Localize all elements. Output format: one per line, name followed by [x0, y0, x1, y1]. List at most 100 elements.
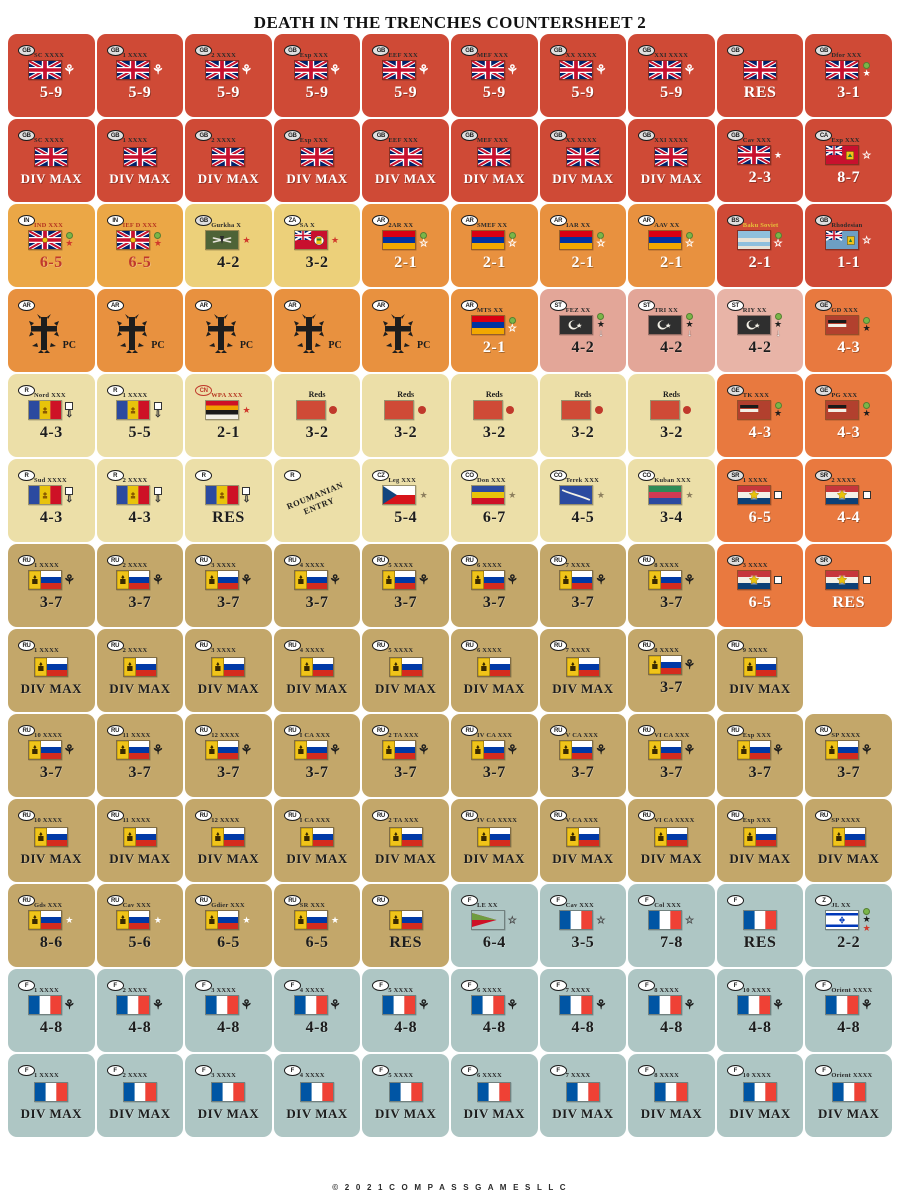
counter[interactable]: R Nord XXX ⇩ 4-3: [8, 374, 95, 457]
counter[interactable]: GB XX XXXX DIV MAX: [539, 119, 627, 202]
counter[interactable]: AR PC: [96, 289, 184, 372]
counter[interactable]: RU Cav XXX ★ 5-6: [96, 884, 184, 967]
counter[interactable]: AR 1AR XX ★ 2-1: [539, 204, 627, 287]
counter[interactable]: RU 10 XXXX DIV MAX: [8, 799, 95, 882]
counter[interactable]: BS Baku Soviet ★ 2-1: [716, 204, 804, 287]
counter[interactable]: F Col XXX ★ 7-8: [628, 884, 715, 967]
counter[interactable]: Reds 3-2: [362, 374, 449, 457]
counter[interactable]: RU Gdier XXX ★ 6-5: [185, 884, 272, 967]
counter[interactable]: RU 2 XXXX DIV MAX: [96, 629, 184, 712]
counter[interactable]: SR 1 XXXX 6-5: [716, 459, 804, 542]
counter[interactable]: RU 11 XXXX DIV MAX: [96, 799, 184, 882]
counter[interactable]: RU 2 TA XXX ⚘ 3-7: [362, 714, 449, 797]
counter[interactable]: IN IEF D XXX ★ 6-5: [96, 204, 184, 287]
counter[interactable]: RU 6 XXXX ⚘ 3-7: [450, 544, 538, 627]
counter[interactable]: RU I CA XXX DIV MAX: [273, 799, 361, 882]
counter[interactable]: RU 2 TA XXX DIV MAX: [362, 799, 449, 882]
counter[interactable]: GB RES: [716, 34, 804, 117]
counter[interactable]: Reds 3-2: [273, 374, 361, 457]
counter[interactable]: GB MEF XXX DIV MAX: [450, 119, 538, 202]
counter[interactable]: AR SMEF XX ★ 2-1: [450, 204, 538, 287]
counter[interactable]: RU 5 XXXX ⚘ 3-7: [362, 544, 449, 627]
counter[interactable]: GB 1 XXXX DIV MAX: [96, 119, 184, 202]
counter[interactable]: RU 3 XXXX DIV MAX: [185, 629, 272, 712]
counter[interactable]: GB Gurkha X ★ 4-2: [185, 204, 272, 287]
counter[interactable]: AR PC: [273, 289, 361, 372]
counter[interactable]: R ⇩ RES: [185, 459, 272, 542]
counter[interactable]: Reds 3-2: [539, 374, 627, 457]
counter[interactable]: GB SC XXXX DIV MAX: [8, 119, 95, 202]
counter[interactable]: CO Kuban XXX ★ 3-4: [628, 459, 715, 542]
counter[interactable]: RU RES: [362, 884, 449, 967]
counter[interactable]: RU 11 XXXX ⚘ 3-7: [96, 714, 184, 797]
counter[interactable]: RU 12 XXXX ⚘ 3-7: [185, 714, 272, 797]
counter[interactable]: GB Rhodesian ★ 1-1: [805, 204, 892, 287]
counter[interactable]: Reds 3-2: [450, 374, 538, 457]
counter[interactable]: F Cav XXX ★ 3-5: [539, 884, 627, 967]
counter[interactable]: RU V CA XXX DIV MAX: [539, 799, 627, 882]
counter[interactable]: RU VI CA XXX ⚘ 3-7: [628, 714, 715, 797]
counter[interactable]: CN WPA XXX ★ 2-1: [185, 374, 272, 457]
counter[interactable]: RU 7 XXXX ⚘ 3-7: [539, 544, 627, 627]
counter[interactable]: F LE XX ★ 6-4: [450, 884, 538, 967]
counter[interactable]: RU Gds XXX ★ 8-6: [8, 884, 95, 967]
counter[interactable]: RU V CA XXX ⚘ 3-7: [539, 714, 627, 797]
counter[interactable]: GE TK XXX ★ 4-3: [716, 374, 804, 457]
counter[interactable]: RU 2 XXXX ⚘ 3-7: [96, 544, 184, 627]
counter[interactable]: GE PG XXX ★ 4-3: [805, 374, 892, 457]
counter[interactable]: RU I CA XXX ⚘ 3-7: [273, 714, 361, 797]
counter[interactable]: RU 1 XXXX ⚘ 3-7: [8, 544, 95, 627]
counter[interactable]: RU IV CA XXX ⚘ 3-7: [450, 714, 538, 797]
counter[interactable]: CZ Leg XXX ★ 5-4: [362, 459, 449, 542]
counter[interactable]: [805, 629, 892, 712]
counter[interactable]: F 10 XXXX ⚘ 4-8: [716, 969, 804, 1052]
counter[interactable]: RU VI CA XXXX DIV MAX: [628, 799, 715, 882]
counter[interactable]: AR PC: [8, 289, 95, 372]
counter[interactable]: RU IV CA XXXX DIV MAX: [450, 799, 538, 882]
counter[interactable]: RU 4 XXXX ⚘ 3-7: [273, 544, 361, 627]
counter[interactable]: RU 4 XXXX DIV MAX: [273, 629, 361, 712]
counter[interactable]: RU 12 XXXX DIV MAX: [185, 799, 272, 882]
counter[interactable]: ST FEZ XX ★ ↓ 4-2: [539, 289, 627, 372]
counter[interactable]: GB EEF XXX DIV MAX: [362, 119, 449, 202]
counter[interactable]: GB Exp XXX DIV MAX: [273, 119, 361, 202]
counter[interactable]: RU 6 XXXX DIV MAX: [450, 629, 538, 712]
counter[interactable]: IN IND XXX ★ 6-5: [8, 204, 95, 287]
counter[interactable]: AR 2AR XX ★ 2-1: [362, 204, 449, 287]
counter[interactable]: GB Cav XXX ★ 2-3: [716, 119, 804, 202]
counter[interactable]: ST RIY XX ★ ↓ 4-2: [716, 289, 804, 372]
counter[interactable]: R Sud XXXX ⇩ 4-3: [8, 459, 95, 542]
counter[interactable]: RU 9 XXXX DIV MAX: [716, 629, 804, 712]
counter[interactable]: F 10 XXXX DIV MAX: [716, 1054, 804, 1137]
counter[interactable]: F Orient XXXX ⚘ 4-8: [805, 969, 892, 1052]
counter[interactable]: RU 8 XXXX ⚘ 3-7: [628, 629, 715, 712]
counter[interactable]: RU 8 XXXX ⚘ 3-7: [628, 544, 715, 627]
counter[interactable]: RU 3 XXXX ⚘ 3-7: [185, 544, 272, 627]
counter[interactable]: SR 2 XXXX 4-4: [805, 459, 892, 542]
counter[interactable]: GB Exp XXX ⚘ 5-9: [273, 34, 361, 117]
counter[interactable]: R ROUMANIAN ENTRY: [273, 459, 361, 542]
counter[interactable]: GB XXI XXXX ⚘ 5-9: [628, 34, 715, 117]
counter[interactable]: F Orient XXXX DIV MAX: [805, 1054, 892, 1137]
counter[interactable]: GB 2 XXXX ⚘ 5-9: [185, 34, 272, 117]
counter[interactable]: Reds 3-2: [628, 374, 715, 457]
counter[interactable]: RU SP XXXX DIV MAX: [805, 799, 892, 882]
counter[interactable]: RU Exp XXX DIV MAX: [716, 799, 804, 882]
counter[interactable]: ZA SA X ★ 3-2: [273, 204, 361, 287]
counter[interactable]: RU SR XXX ★ 6-5: [273, 884, 361, 967]
counter[interactable]: RU 7 XXXX DIV MAX: [539, 629, 627, 712]
